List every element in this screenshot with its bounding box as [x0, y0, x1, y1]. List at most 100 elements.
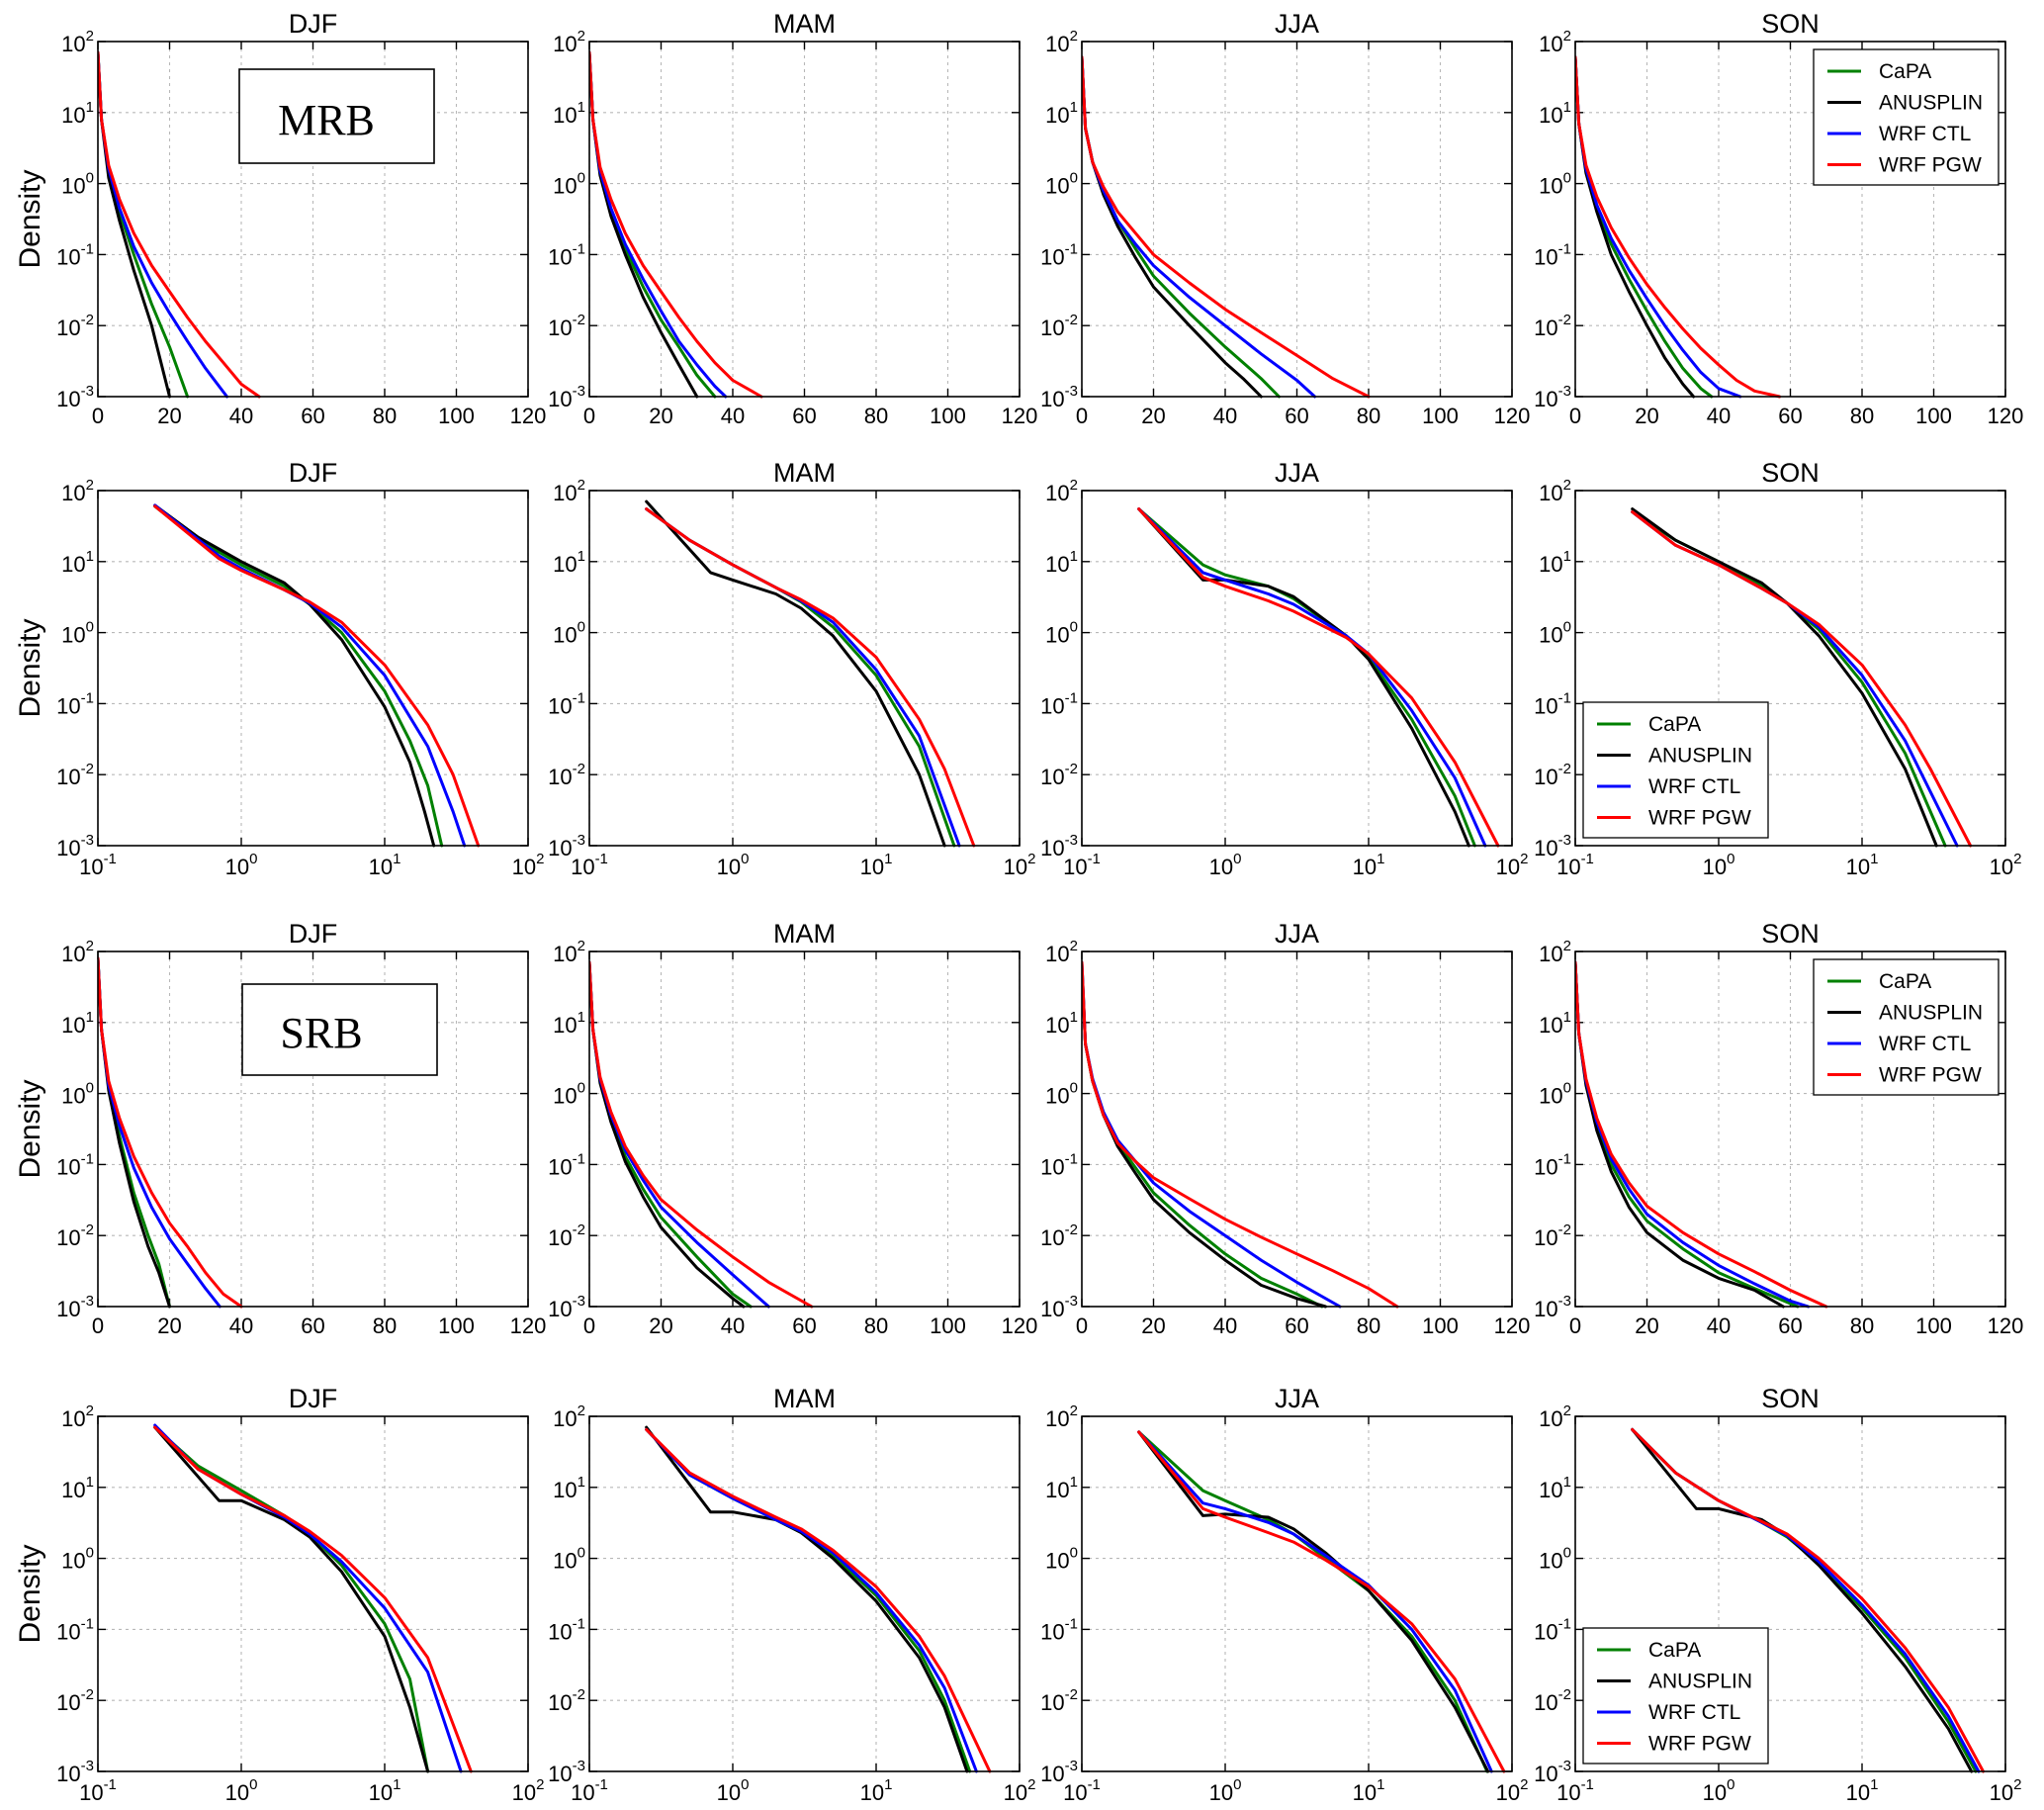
y-tick-label: 10-2 [1534, 761, 1571, 789]
y-tick-label: 10-1 [548, 1615, 585, 1644]
x-tick-label: 80 [1850, 1313, 1874, 1338]
series-line-wrf-pgw [1575, 55, 1782, 399]
y-tick-label: 10-1 [1040, 240, 1078, 269]
legend-label: CaPA [1879, 60, 1931, 83]
series-line-anusplin [1137, 507, 1470, 848]
y-tick-label: 100 [1045, 1080, 1078, 1109]
x-tick-label: 102 [1004, 1776, 1036, 1805]
plot-frame [588, 41, 1021, 398]
y-tick-label: 101 [1045, 1009, 1078, 1038]
y-tick-label: 100 [553, 1545, 585, 1574]
series-line-wrf-pgw [1631, 510, 1973, 848]
y-tick-label: 10-3 [1534, 383, 1571, 411]
x-tick-label: 40 [1707, 1313, 1731, 1338]
series-line-anusplin [153, 1425, 430, 1773]
x-tick-label: 40 [229, 1313, 253, 1338]
x-tick-label: 60 [301, 1313, 324, 1338]
series-line-wrf-ctl [153, 1423, 463, 1773]
y-tick-label: 10-2 [56, 761, 94, 789]
series-line-capa [98, 956, 171, 1309]
legend-label: CaPA [1648, 1639, 1701, 1662]
series-line-wrf-pgw [589, 960, 814, 1309]
y-tick-label: 10-1 [56, 240, 94, 269]
y-axis-label: Density [14, 618, 46, 717]
x-tick-label: 102 [512, 1776, 545, 1805]
y-axis-label: Density [14, 1079, 46, 1178]
y-tick-label: 10-1 [1040, 689, 1078, 718]
y-tick-label: 102 [61, 28, 94, 56]
y-axis-label: Density [14, 169, 46, 268]
y-tick-label: 102 [553, 477, 585, 505]
series-line-wrf-pgw [153, 1425, 473, 1773]
y-tick-label: 10-3 [1534, 1758, 1571, 1786]
y-tick-label: 10-1 [1534, 1150, 1571, 1179]
legend-label: WRF PGW [1879, 1064, 1982, 1087]
legend: CaPA ANUSPLIN WRF CTL WRF PGW [1582, 701, 1769, 839]
panel-srb-log-djf: 10-3 10-2 10-1 100 101 102 10-1 100 101 102 DJF Den… [14, 1384, 544, 1805]
y-tick-label: 10-3 [548, 1758, 585, 1786]
y-tick-label: 10-1 [56, 1615, 94, 1644]
y-tick-label: 10-2 [548, 1686, 585, 1715]
x-tick-label: 100 [225, 1776, 258, 1805]
x-tick-label: 10-1 [1556, 851, 1594, 879]
series-line-wrf-pgw [153, 504, 481, 848]
x-tick-label: 0 [1076, 404, 1088, 428]
y-tick-label: 10-2 [548, 761, 585, 789]
plot-frame [588, 950, 1021, 1308]
y-tick-label: 101 [1045, 99, 1078, 128]
x-tick-label: 40 [721, 404, 745, 428]
plot-frame [97, 950, 529, 1308]
x-tick-label: 100 [717, 851, 750, 879]
region-label-box [238, 68, 435, 164]
x-tick-label: 60 [1778, 404, 1802, 428]
x-tick-label: 40 [1213, 404, 1237, 428]
x-tick-label: 20 [157, 404, 181, 428]
y-tick-label: 100 [1045, 1545, 1078, 1574]
x-tick-label: 100 [930, 1313, 966, 1338]
x-tick-label: 0 [92, 404, 104, 428]
x-tick-label: 60 [1285, 404, 1308, 428]
plot-frame [1574, 950, 2006, 1308]
panel-mrb-lin-son: 10-3 10-2 10-1 100 101 102 0 20 40 60 80 100 120 SON C… [1534, 9, 2023, 428]
x-tick-label: 100 [1209, 1776, 1242, 1805]
y-tick-label: 102 [61, 938, 94, 966]
panel-title: MAM [773, 9, 836, 39]
x-tick-label: 100 [1422, 404, 1459, 428]
y-tick-label: 101 [1539, 548, 1571, 577]
y-tick-label: 102 [1539, 28, 1571, 56]
x-tick-label: 100 [1703, 851, 1735, 879]
x-tick-label: 120 [1988, 1313, 2024, 1338]
series-line-anusplin [645, 1425, 969, 1773]
x-tick-label: 120 [1002, 1313, 1038, 1338]
x-tick-label: 80 [1850, 404, 1874, 428]
x-tick-label: 100 [438, 404, 475, 428]
y-tick-label: 100 [1539, 619, 1571, 648]
y-tick-label: 10-2 [56, 1686, 94, 1715]
panel-title: DJF [289, 1384, 338, 1413]
plot-frame [1574, 490, 2006, 847]
x-tick-label: 40 [1707, 404, 1731, 428]
series-line-wrf-pgw [1082, 55, 1371, 399]
series-line-anusplin [1082, 965, 1327, 1309]
y-tick-label: 102 [61, 1403, 94, 1431]
y-tick-label: 10-1 [1534, 689, 1571, 718]
series-line-capa [645, 1427, 972, 1773]
region-label: SRB [280, 1009, 362, 1057]
legend-label: CaPA [1648, 713, 1701, 736]
y-tick-label: 100 [61, 1080, 94, 1109]
x-tick-label: 120 [510, 404, 547, 428]
series-line-wrf-ctl [645, 507, 961, 848]
x-tick-label: 60 [301, 404, 324, 428]
x-tick-label: 60 [792, 1313, 816, 1338]
x-tick-label: 101 [369, 1776, 401, 1805]
legend-label: WRF CTL [1648, 1701, 1740, 1724]
x-tick-label: 101 [860, 1776, 893, 1805]
panel-mrb-log-jja: 10-3 10-2 10-1 100 101 102 10-1 100 101 102 JJA [1040, 458, 1528, 879]
series-line-capa [645, 507, 956, 848]
y-tick-label: 10-3 [1040, 383, 1078, 411]
y-tick-label: 10-2 [1040, 1222, 1078, 1250]
plot-frame [1081, 1415, 1513, 1772]
panel-mrb-lin-djf: 10-3 10-2 10-1 100 101 102 0 20 40 60 80 100 120 DJF D… [14, 9, 546, 428]
series-line-wrf-pgw [589, 50, 763, 399]
x-tick-label: 80 [373, 1313, 397, 1338]
